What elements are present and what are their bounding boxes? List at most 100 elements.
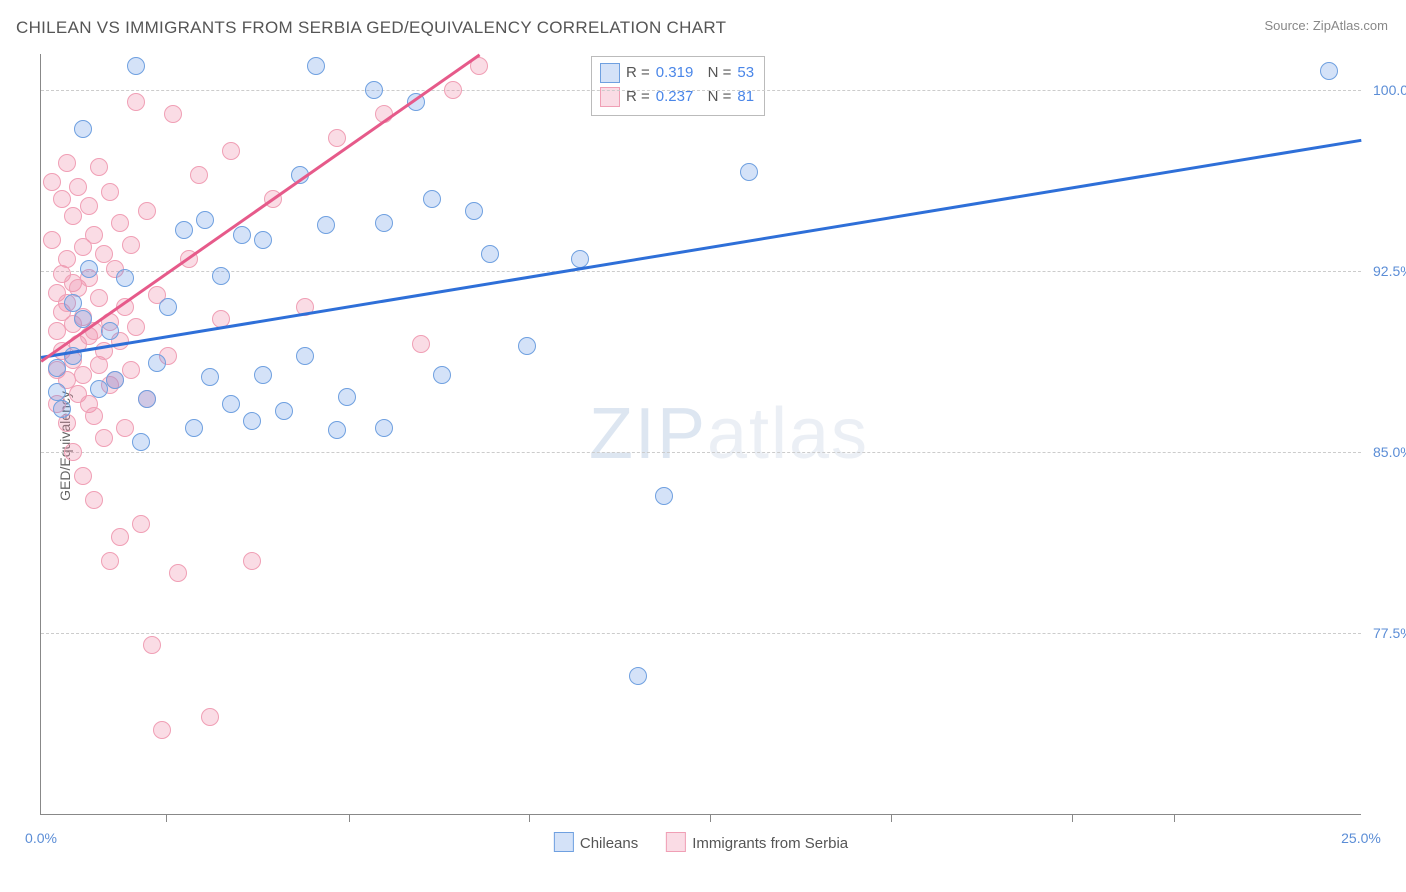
gridline — [41, 271, 1361, 272]
data-point — [85, 407, 103, 425]
y-tick-label: 77.5% — [1365, 625, 1406, 641]
data-point — [53, 400, 71, 418]
data-point — [43, 231, 61, 249]
data-point — [80, 197, 98, 215]
data-point — [233, 226, 251, 244]
bottom-legend: Chileans Immigrants from Serbia — [554, 832, 848, 852]
data-point — [111, 528, 129, 546]
data-point — [116, 269, 134, 287]
data-point — [143, 636, 161, 654]
x-tick — [529, 814, 530, 822]
data-point — [90, 289, 108, 307]
data-point — [122, 361, 140, 379]
data-point — [69, 178, 87, 196]
x-tick — [891, 814, 892, 822]
x-tick — [166, 814, 167, 822]
stats-row: R = 0.319 N = 53 — [600, 61, 754, 85]
stats-r-value: 0.319 — [656, 61, 694, 85]
data-point — [518, 337, 536, 355]
data-point — [138, 202, 156, 220]
data-point — [127, 318, 145, 336]
data-point — [101, 322, 119, 340]
data-point — [275, 402, 293, 420]
data-point — [85, 226, 103, 244]
data-point — [64, 207, 82, 225]
watermark: ZIPatlas — [589, 393, 869, 475]
data-point — [116, 419, 134, 437]
legend-swatch — [666, 832, 686, 852]
series-swatch — [600, 63, 620, 83]
data-point — [74, 467, 92, 485]
data-point — [132, 433, 150, 451]
trend-line — [41, 138, 1361, 358]
data-point — [307, 57, 325, 75]
data-point — [222, 142, 240, 160]
data-point — [629, 667, 647, 685]
data-point — [212, 267, 230, 285]
stats-row: R = 0.237 N = 81 — [600, 85, 754, 109]
stats-r-value: 0.237 — [656, 85, 694, 109]
data-point — [148, 354, 166, 372]
data-point — [111, 214, 129, 232]
data-point — [655, 487, 673, 505]
data-point — [1320, 62, 1338, 80]
y-tick-label: 85.0% — [1365, 444, 1406, 460]
stats-r-label: R = — [626, 61, 650, 85]
data-point — [254, 366, 272, 384]
data-point — [48, 359, 66, 377]
x-tick-label: 25.0% — [1341, 830, 1381, 846]
data-point — [433, 366, 451, 384]
data-point — [243, 412, 261, 430]
watermark-atlas: atlas — [707, 394, 869, 474]
data-point — [153, 721, 171, 739]
stats-n-value: 81 — [737, 85, 754, 109]
data-point — [338, 388, 356, 406]
x-tick — [1174, 814, 1175, 822]
data-point — [106, 371, 124, 389]
stats-n-label: N = — [699, 61, 731, 85]
data-point — [58, 250, 76, 268]
data-point — [190, 166, 208, 184]
data-point — [74, 366, 92, 384]
data-point — [201, 368, 219, 386]
data-point — [375, 419, 393, 437]
data-point — [58, 154, 76, 172]
source-citation: Source: ZipAtlas.com — [1264, 18, 1388, 33]
x-tick — [349, 814, 350, 822]
legend-label: Chileans — [580, 835, 638, 852]
data-point — [122, 236, 140, 254]
legend-item: Chileans — [554, 832, 638, 852]
data-point — [254, 231, 272, 249]
gridline — [41, 633, 1361, 634]
data-point — [127, 57, 145, 75]
data-point — [64, 294, 82, 312]
watermark-zip: ZIP — [589, 394, 707, 474]
gridline — [41, 452, 1361, 453]
stats-n-label: N = — [699, 85, 731, 109]
plot-area: ZIPatlas R = 0.319 N = 53R = 0.237 N = 8… — [40, 54, 1361, 815]
data-point — [365, 81, 383, 99]
legend-item: Immigrants from Serbia — [666, 832, 848, 852]
data-point — [375, 214, 393, 232]
data-point — [53, 190, 71, 208]
data-point — [80, 260, 98, 278]
data-point — [43, 173, 61, 191]
data-point — [481, 245, 499, 263]
data-point — [64, 443, 82, 461]
data-point — [132, 515, 150, 533]
data-point — [159, 298, 177, 316]
y-tick-label: 100.0% — [1365, 82, 1406, 98]
data-point — [740, 163, 758, 181]
data-point — [48, 383, 66, 401]
legend-swatch — [554, 832, 574, 852]
data-point — [423, 190, 441, 208]
data-point — [90, 380, 108, 398]
trend-line — [40, 54, 480, 362]
legend-label: Immigrants from Serbia — [692, 835, 848, 852]
data-point — [328, 129, 346, 147]
data-point — [296, 347, 314, 365]
x-tick — [710, 814, 711, 822]
data-point — [222, 395, 240, 413]
data-point — [185, 419, 203, 437]
source-link[interactable]: ZipAtlas.com — [1313, 18, 1388, 33]
